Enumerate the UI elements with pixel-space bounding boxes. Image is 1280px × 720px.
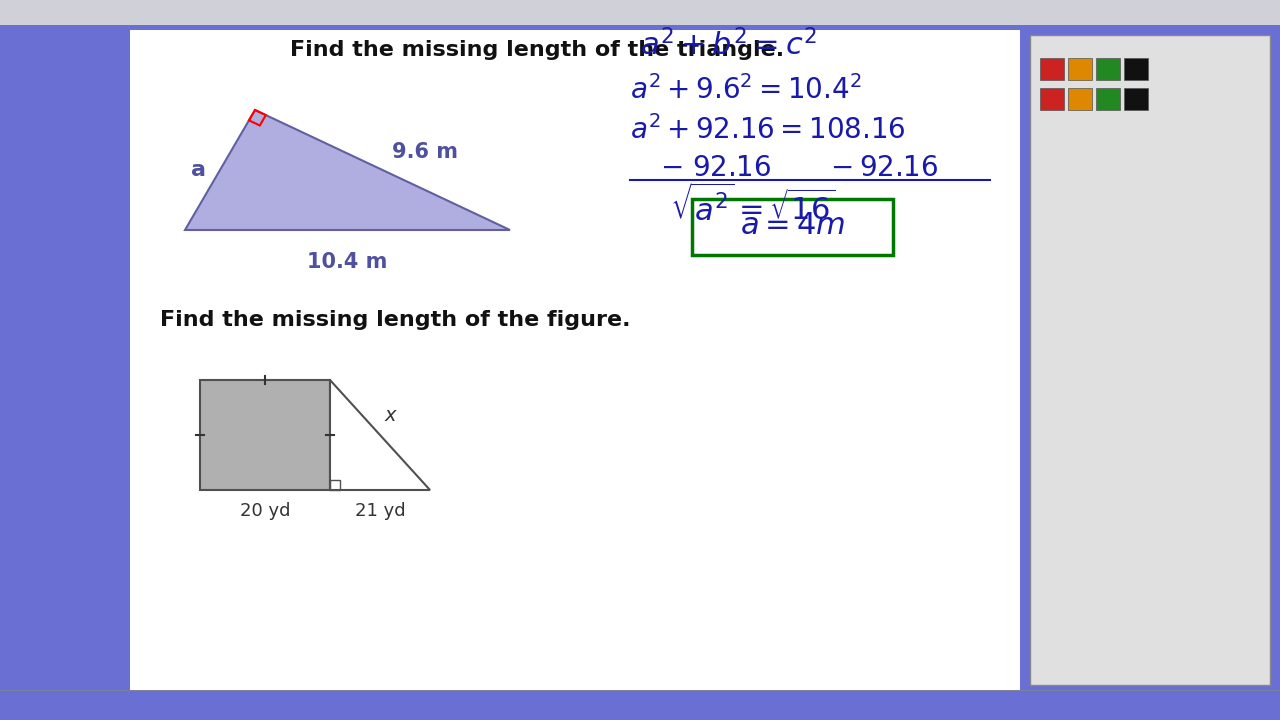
- FancyBboxPatch shape: [692, 199, 893, 255]
- FancyBboxPatch shape: [1068, 88, 1092, 110]
- Text: $a^2 + b^2 = c^2$: $a^2 + b^2 = c^2$: [640, 30, 817, 63]
- FancyBboxPatch shape: [1039, 88, 1064, 110]
- FancyBboxPatch shape: [1020, 25, 1280, 690]
- Text: 21 yd: 21 yd: [355, 502, 406, 520]
- Text: x: x: [385, 406, 397, 425]
- Text: Find the missing length of the figure.: Find the missing length of the figure.: [160, 310, 631, 330]
- FancyBboxPatch shape: [1030, 35, 1270, 685]
- Text: $\sqrt{a^2} = \sqrt{16}$: $\sqrt{a^2} = \sqrt{16}$: [669, 185, 836, 228]
- Text: 10.4 m: 10.4 m: [307, 252, 388, 272]
- Text: $a^2 + 9.6^2 = 10.4^2$: $a^2 + 9.6^2 = 10.4^2$: [630, 75, 861, 105]
- FancyBboxPatch shape: [1124, 88, 1148, 110]
- FancyBboxPatch shape: [1068, 58, 1092, 80]
- Text: a: a: [191, 160, 206, 180]
- FancyBboxPatch shape: [1124, 58, 1148, 80]
- FancyBboxPatch shape: [1096, 58, 1120, 80]
- Text: 20 yd: 20 yd: [239, 502, 291, 520]
- FancyBboxPatch shape: [0, 25, 131, 690]
- Polygon shape: [330, 380, 430, 490]
- Text: $a^2 + 92.16 = 108.16$: $a^2 + 92.16 = 108.16$: [630, 115, 906, 145]
- FancyBboxPatch shape: [1039, 58, 1064, 80]
- Text: Find the missing length of the triangle.: Find the missing length of the triangle.: [291, 40, 785, 60]
- Text: 9.6 m: 9.6 m: [393, 142, 458, 162]
- FancyBboxPatch shape: [1096, 88, 1120, 110]
- Text: $a = 4m$: $a = 4m$: [740, 210, 845, 240]
- Polygon shape: [186, 110, 509, 230]
- FancyBboxPatch shape: [0, 0, 1280, 25]
- FancyBboxPatch shape: [131, 30, 1020, 690]
- FancyBboxPatch shape: [200, 380, 330, 490]
- Text: $-\ 92.16\qquad -92.16$: $-\ 92.16\qquad -92.16$: [660, 155, 938, 182]
